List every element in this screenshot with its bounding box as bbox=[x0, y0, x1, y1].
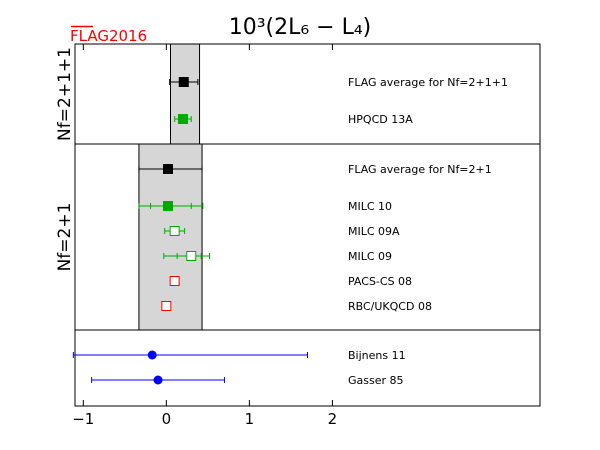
group-labels: Nf=2+1+1 Nf=2+1 bbox=[55, 47, 75, 271]
bands-layer bbox=[138, 43, 203, 331]
data-point bbox=[177, 114, 188, 124]
row-label: MILC 09 bbox=[348, 250, 392, 263]
x-axis: −1 0 1 2 bbox=[72, 44, 337, 428]
x-tick-label: 0 bbox=[162, 410, 172, 428]
x-tick-label: 2 bbox=[328, 410, 338, 428]
group-label: Nf=2+1+1 bbox=[55, 47, 75, 141]
plot-frame bbox=[74, 43, 541, 407]
data-point bbox=[147, 350, 157, 360]
data-point bbox=[163, 201, 173, 211]
data-point bbox=[153, 375, 163, 385]
flag-logo-text: FLAG2016 bbox=[70, 27, 147, 45]
group-dividers bbox=[75, 143, 540, 331]
labels-layer: FLAG average for Nf=2+1+1 HPQCD 13A FLAG a… bbox=[348, 76, 508, 387]
row-label: FLAG average for Nf=2+1+1 bbox=[348, 76, 508, 89]
group-label: Nf=2+1 bbox=[55, 203, 75, 272]
x-tick-label: 1 bbox=[245, 410, 255, 428]
row-label: Bijnens 11 bbox=[348, 349, 406, 362]
average-band bbox=[138, 143, 203, 331]
data-layer bbox=[72, 77, 308, 385]
data-point bbox=[186, 251, 197, 261]
row-label: FLAG average for Nf=2+1 bbox=[348, 163, 492, 176]
data-point bbox=[169, 276, 180, 286]
data-point bbox=[163, 164, 173, 174]
data-point bbox=[161, 301, 172, 311]
data-point bbox=[169, 226, 180, 236]
data-point bbox=[178, 77, 189, 87]
row-label: RBC/UKQCD 08 bbox=[348, 300, 432, 313]
row-label: MILC 09A bbox=[348, 225, 400, 238]
average-band bbox=[169, 43, 201, 145]
row-label: PACS-CS 08 bbox=[348, 275, 412, 288]
row-label: Gasser 85 bbox=[348, 374, 404, 387]
chart-title: 10³(2L₆ − L₄) bbox=[229, 15, 372, 40]
x-tick-label: −1 bbox=[72, 410, 94, 428]
row-label: HPQCD 13A bbox=[348, 113, 413, 126]
flag-logo: FLAG2016 bbox=[70, 25, 147, 45]
row-label: MILC 10 bbox=[348, 200, 392, 213]
